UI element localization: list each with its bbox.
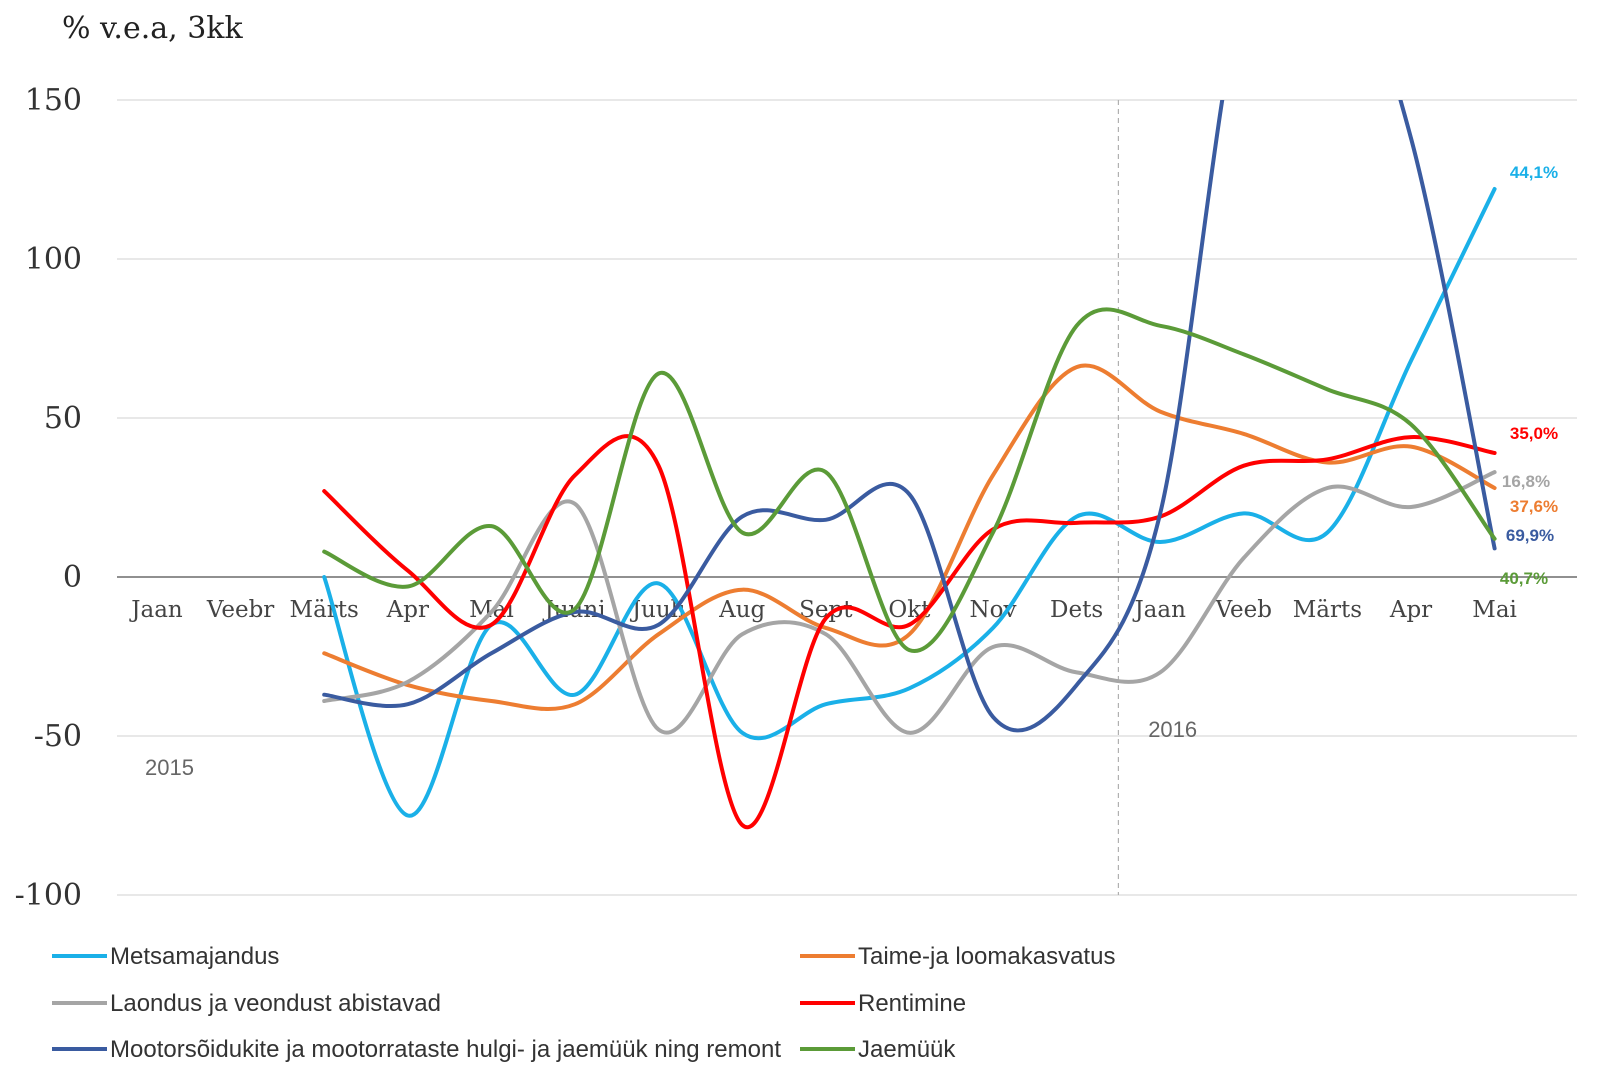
series-line (322, 363, 1497, 712)
series-line (322, 187, 1497, 818)
y-tick-label: -100 (15, 878, 82, 913)
x-tick-label: Mai (1472, 597, 1517, 623)
legend-label: Rentimine (858, 990, 966, 1017)
end-value-labels: 44,1% 37,6% 16,8% 35,0% 69,9% 40,7% (1500, 163, 1558, 588)
legend-label: Metsamajandus (110, 943, 279, 970)
end-value-label: 35,0% (1510, 424, 1558, 443)
x-tick-label: Apr (1389, 597, 1432, 623)
y-tick-label: 50 (44, 401, 82, 436)
series-line (322, 100, 1497, 733)
end-value-label: 37,6% (1510, 497, 1558, 516)
end-value-label: 40,7% (1500, 569, 1548, 588)
legend-label: Mootorsõidukite ja mootorrataste hulgi- … (110, 1036, 781, 1063)
end-value-label: 69,9% (1506, 526, 1554, 545)
x-tick-label: Veeb (1215, 597, 1272, 623)
series-line (322, 307, 1497, 653)
x-tick-label: Jaan (1132, 597, 1186, 623)
year-label: 2015 (145, 755, 194, 780)
y-tick-label: 0 (63, 560, 82, 595)
series-line (322, 434, 1497, 830)
y-tick-label: 100 (25, 242, 82, 277)
x-tick-label: Veebr (206, 597, 274, 623)
x-tick-label: Märts (1293, 597, 1362, 623)
legend-item: Mootorsõidukite ja mootorrataste hulgi- … (52, 1036, 781, 1063)
gridlines (117, 99, 1577, 896)
legend-item: Laondus ja veondust abistavad (52, 990, 441, 1017)
x-tick-label: Märts (290, 597, 359, 623)
year-labels: 2015 2016 (145, 717, 1197, 780)
legend-item: Jaemüük (800, 1036, 956, 1063)
y-tick-label: 150 (25, 83, 82, 118)
legend-label: Laondus ja veondust abistavad (110, 990, 441, 1017)
legend-label: Taime-ja loomakasvatus (858, 943, 1115, 970)
series-line (322, 470, 1497, 735)
legend-item: Metsamajandus (52, 943, 279, 970)
unit-label: % v.e.a, 3kk (62, 11, 243, 46)
x-tick-label: Aug (718, 597, 765, 623)
legend-item: Rentimine (800, 990, 966, 1017)
year-label: 2016 (1148, 717, 1197, 742)
series-lines (322, 100, 1497, 830)
y-tick-label: -50 (34, 719, 82, 754)
x-tick-label: Apr (386, 597, 429, 623)
x-tick-label: Dets (1050, 597, 1103, 623)
x-tick-label: Jaan (129, 597, 183, 623)
end-value-label: 16,8% (1502, 472, 1550, 491)
legend-label: Jaemüük (858, 1036, 956, 1063)
legend-item: Taime-ja loomakasvatus (800, 943, 1115, 970)
legend: Metsamajandus Taime-ja loomakasvatus Laond… (52, 943, 1115, 1063)
y-axis-ticks: 150 100 50 0 -50 -100 (15, 83, 82, 913)
end-value-label: 44,1% (1510, 163, 1558, 182)
